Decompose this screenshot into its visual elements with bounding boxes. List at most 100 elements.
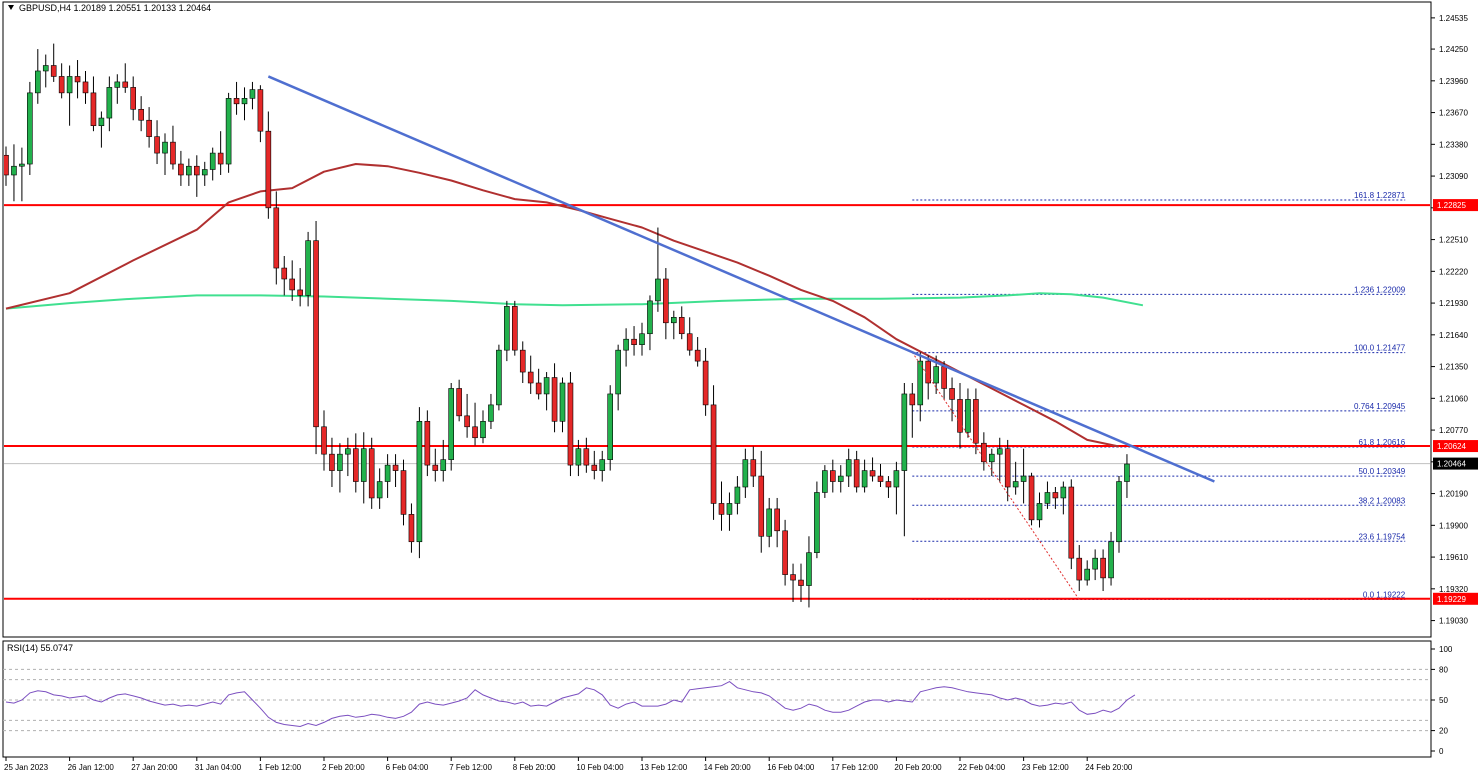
level-price-badge-label: 1.19229 (1437, 595, 1466, 604)
candle (58, 63, 65, 99)
candle-body (750, 459, 757, 477)
candle-body (249, 89, 256, 99)
candle-body (90, 92, 97, 127)
y-tick-label: 1.20770 (1439, 426, 1468, 435)
y-tick-label: 1.19030 (1439, 617, 1468, 626)
candle (281, 256, 288, 296)
candle (154, 120, 160, 165)
candle (599, 450, 606, 482)
x-tick-label: 13 Feb 12:00 (640, 763, 688, 772)
candle-body (448, 388, 455, 460)
candle (973, 388, 979, 455)
candle-body (1108, 541, 1114, 579)
candle-body (321, 426, 327, 455)
fib-level-label: 23.6 1.19754 (1358, 532, 1405, 541)
level-price-badge-label: 1.22825 (1437, 201, 1466, 210)
candle-body (591, 464, 598, 471)
candle-body (122, 81, 129, 88)
chart-header: GBPUSD,H4 1.20189 1.20551 1.20133 1.2046… (8, 3, 211, 13)
candle-body (50, 65, 57, 77)
candle-body (66, 76, 73, 94)
candle (678, 306, 685, 340)
candle (885, 476, 892, 498)
candle (1036, 492, 1043, 528)
candle-body (440, 459, 447, 471)
candle-body (527, 371, 534, 384)
candle-body (1060, 486, 1067, 499)
candle-body (480, 421, 486, 439)
candle (1108, 531, 1114, 586)
candle-body (583, 448, 590, 466)
candle-body (209, 152, 216, 170)
trendline (267, 75, 1215, 483)
candle-body (106, 87, 113, 119)
candle-body (957, 399, 963, 433)
candle (822, 465, 828, 498)
candle-body (241, 98, 248, 105)
candle (265, 111, 272, 219)
candle-body (1092, 557, 1098, 570)
candle-body (933, 366, 939, 384)
candle-body (742, 459, 749, 488)
x-tick-label: 27 Jan 20:00 (131, 763, 178, 772)
x-tick-label: 17 Feb 12:00 (831, 763, 879, 772)
candle-body (806, 552, 812, 586)
candle (575, 439, 582, 477)
candle-body (432, 464, 439, 471)
candle (1052, 487, 1059, 509)
candle (519, 341, 526, 383)
candle (949, 377, 955, 422)
candle-body (599, 459, 606, 471)
candle-body (981, 442, 987, 463)
dropdown-triangle-icon[interactable] (8, 5, 14, 10)
candle-body (257, 89, 264, 132)
candle (663, 268, 669, 340)
candle (472, 402, 478, 446)
candle (106, 76, 113, 132)
candle (655, 227, 661, 312)
candle (138, 96, 144, 132)
candle (790, 563, 796, 602)
candle (337, 443, 343, 493)
x-tick-label: 31 Jan 04:00 (195, 763, 242, 772)
candle (456, 379, 462, 422)
candle-body (58, 76, 65, 94)
candle-body (1068, 486, 1075, 559)
candle-body (885, 481, 892, 488)
candle (249, 81, 256, 110)
candle-body (535, 382, 542, 395)
candle (376, 468, 383, 509)
y-tick-label: 1.19610 (1439, 553, 1468, 562)
candle-body (273, 207, 280, 269)
candle-body (710, 404, 717, 504)
rsi-line (5, 681, 1136, 728)
candle (901, 383, 908, 537)
x-tick-label: 24 Feb 20:00 (1085, 763, 1133, 772)
candle-body (416, 421, 423, 543)
candle-body (217, 152, 224, 165)
x-tick-label: 22 Feb 04:00 (958, 763, 1006, 772)
candle-body (1052, 492, 1059, 499)
candle (1124, 454, 1130, 498)
candle-body (567, 382, 574, 466)
candle-body (655, 278, 661, 302)
candle-body (265, 130, 272, 209)
candle-body (329, 453, 335, 471)
candle-body (1012, 481, 1019, 488)
level-price-badge (1433, 199, 1478, 212)
candle (27, 81, 33, 175)
candle (186, 158, 192, 186)
candle (392, 454, 399, 488)
candle-body (138, 108, 144, 121)
rsi-title: RSI(14) 55.0747 (7, 643, 74, 653)
candle (639, 322, 645, 356)
candle-body (1004, 448, 1011, 488)
candle-body (130, 87, 136, 110)
candle (257, 85, 264, 143)
candle (806, 536, 812, 608)
candle-body (170, 141, 176, 165)
candle-body (74, 76, 81, 83)
candle-body (511, 306, 518, 351)
